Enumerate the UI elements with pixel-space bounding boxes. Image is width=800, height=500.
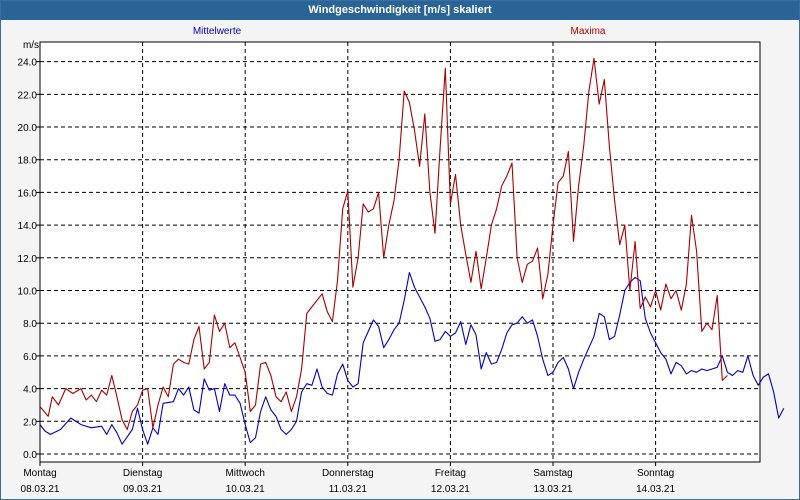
x-tick-date: 11.03.21: [329, 484, 368, 495]
y-tick-label: 16.0: [18, 188, 38, 199]
grid: [40, 42, 760, 462]
y-tick-label: 20.0: [18, 123, 38, 134]
x-tick-date: 14.03.21: [636, 484, 675, 495]
x-tick-day: Montag: [23, 468, 56, 479]
x-tick-date: 12.03.21: [431, 484, 470, 495]
x-tick-day: Freitag: [435, 468, 466, 479]
y-tick-label: 6.0: [23, 352, 37, 363]
y-tick-label: 22.0: [18, 90, 38, 101]
legend: Mittelwerte Maxima: [193, 26, 606, 37]
x-tick-date: 08.03.21: [21, 484, 60, 495]
y-tick-label: 10.0: [18, 287, 38, 298]
x-tick-day: Donnerstag: [322, 468, 374, 479]
y-tick-label: 24.0: [18, 58, 38, 69]
x-tick-day: Sonntag: [637, 468, 674, 479]
x-tick-date: 09.03.21: [123, 484, 162, 495]
x-tick-day: Dienstag: [123, 468, 162, 479]
y-axis: 0.0 2.0 4.0 6.0 8.0 10.0 12.0 14.0 16.0 18.0 20.0 2…: [18, 58, 40, 461]
y-tick-label: 12.0: [18, 254, 38, 265]
y-tick-label: 14.0: [18, 221, 38, 232]
y-tick-label: 4.0: [23, 385, 37, 396]
legend-item-maxima: Maxima: [570, 26, 605, 37]
y-tick-label: 18.0: [18, 156, 38, 167]
series-lines: [39, 57, 785, 445]
y-tick-label: 8.0: [23, 319, 37, 330]
legend-item-mittelwerte: Mittelwerte: [193, 26, 242, 37]
x-tick-day: Samstag: [533, 468, 572, 479]
x-tick-date: 10.03.21: [226, 484, 265, 495]
plot-area: [39, 41, 761, 463]
series-line-maxima: [39, 57, 728, 431]
y-unit-label: m/s: [23, 40, 39, 51]
window-title: Windgeschwindigkeit [m/s] skaliert: [1, 1, 799, 20]
y-tick-label: 0.0: [23, 450, 37, 461]
y-tick-label: 2.0: [23, 417, 37, 428]
x-tick-date: 13.03.21: [534, 484, 573, 495]
x-axis: Montag 08.03.21 Dienstag 09.03.21 Mittwoch 10…: [21, 462, 675, 495]
x-tick-day: Mittwoch: [225, 468, 264, 479]
series-line-mittelwerte: [39, 271, 785, 445]
